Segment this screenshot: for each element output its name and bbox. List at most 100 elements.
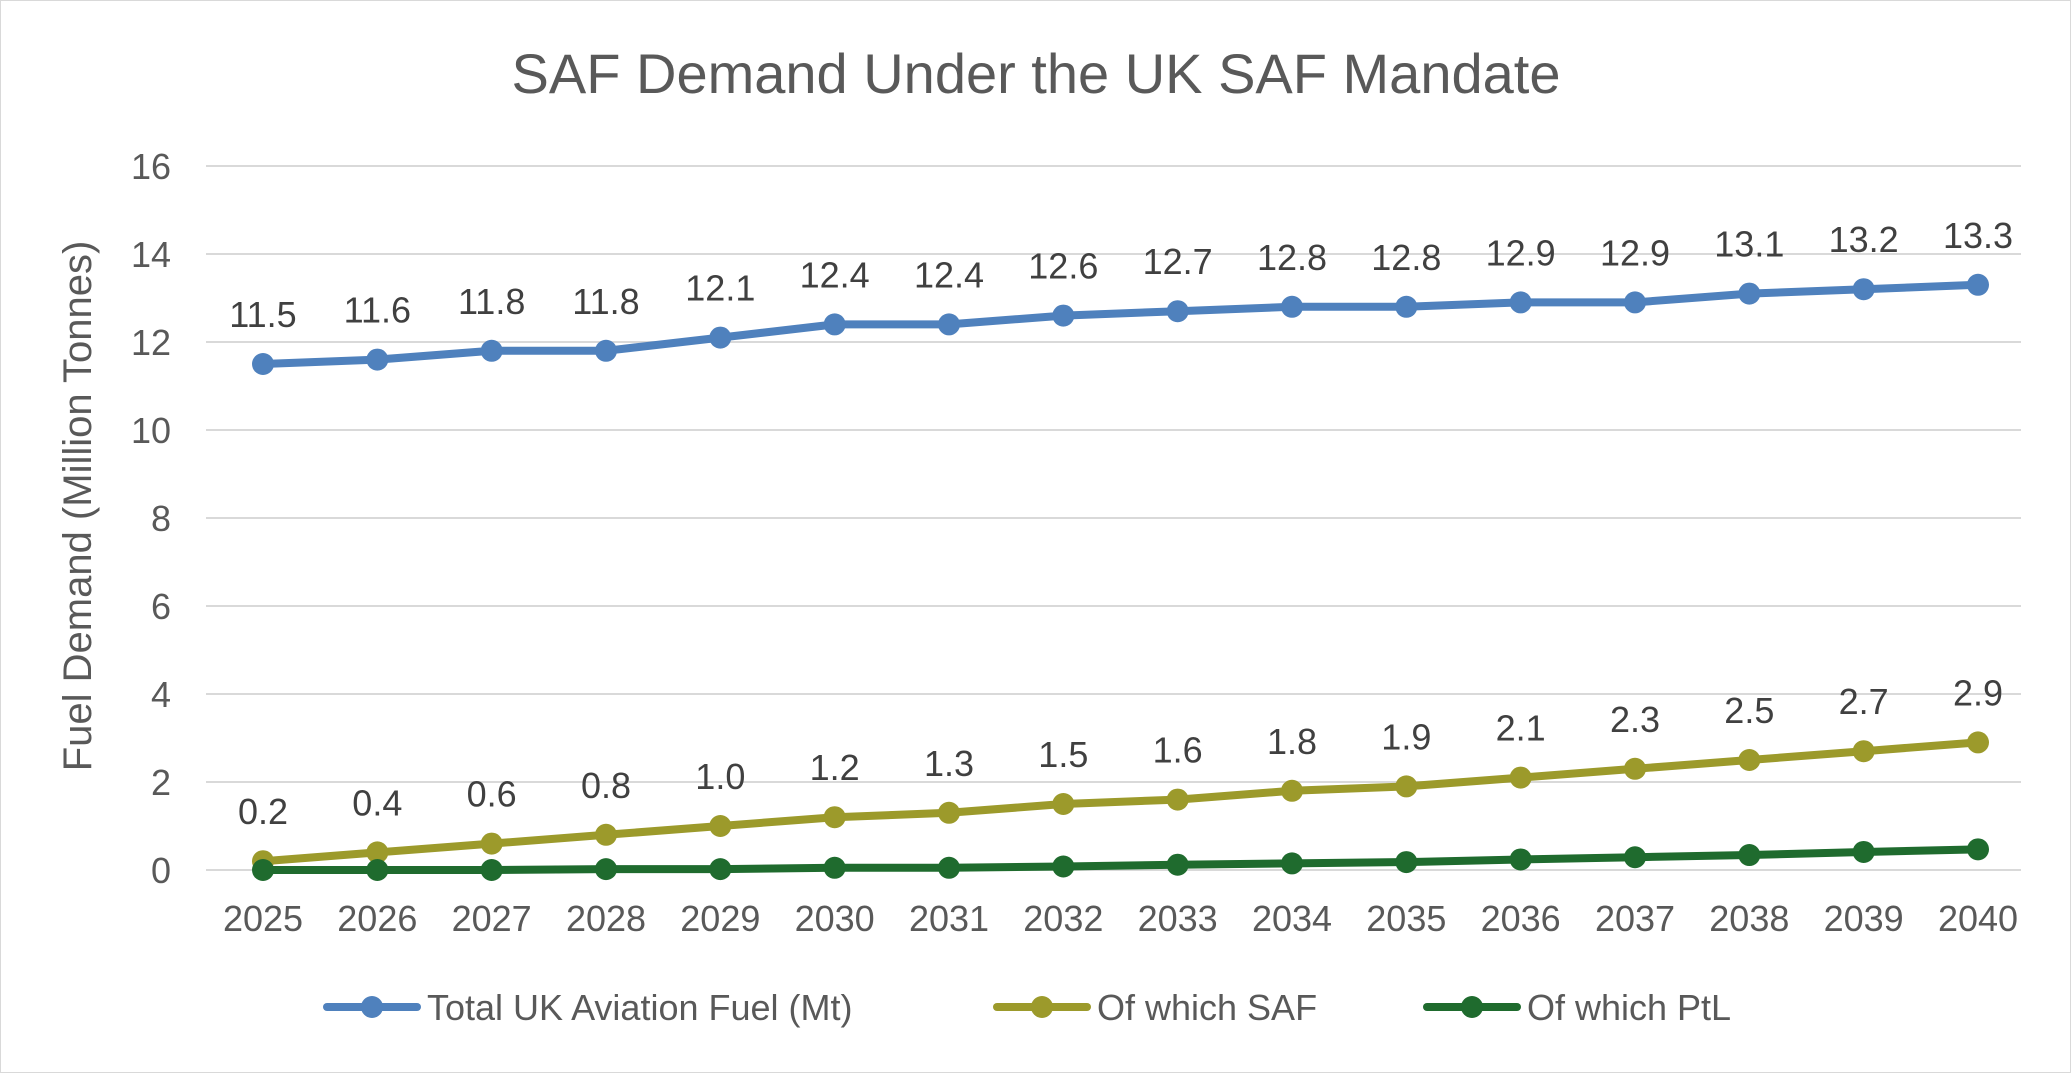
y-tick-label-8: 8 [151, 498, 171, 539]
series-3-point-2032 [1052, 855, 1075, 878]
legend: Total UK Aviation Fuel (Mt) Of which SAF O… [323, 987, 1731, 1028]
series-1-point-2039 [1852, 278, 1875, 301]
series-2-label-2027: 0.6 [467, 774, 517, 815]
series-1-label-2029: 12.1 [685, 268, 755, 309]
series-3-point-2040 [1967, 838, 1989, 861]
series-2-point-2038 [1738, 749, 1761, 771]
series-2-label-2033: 1.6 [1153, 730, 1203, 771]
series-2-point-2037 [1624, 757, 1646, 780]
y-tick-label-16: 16 [131, 146, 171, 187]
y-tick-label-12: 12 [131, 322, 171, 363]
series-1-point-2034 [1281, 295, 1303, 318]
x-tick-label-2031: 2031 [909, 898, 989, 939]
series-2-label-2025: 0.2 [238, 791, 288, 832]
series-2-label-2032: 1.5 [1038, 734, 1088, 775]
series-1-point-2027 [480, 339, 503, 362]
legend-swatch-marker-3 [1461, 996, 1483, 1018]
series-1-label-2039: 13.2 [1829, 219, 1899, 260]
series-1-point-2030 [823, 313, 846, 336]
y-tick-label-0: 0 [151, 850, 171, 891]
series-1-point-2029 [709, 326, 732, 349]
legend-swatch-marker-1 [361, 996, 383, 1018]
series-2-point-2033 [1166, 788, 1189, 811]
series-2-label-2029: 1.0 [695, 756, 745, 797]
series-3-point-2039 [1852, 840, 1875, 863]
series-1-label-2025: 11.5 [229, 294, 296, 335]
series-2-point-2039 [1852, 740, 1875, 763]
series-2-label-2037: 2.3 [1610, 699, 1660, 740]
x-tick-label-2025: 2025 [223, 898, 303, 939]
data-labels: 11.5 11.6 11.8 11.8 12.1 12.4 12.4 12.6 12.7 12.8… [229, 215, 2013, 832]
series-3-point-2031 [938, 856, 960, 879]
series-2-point-2030 [823, 806, 846, 829]
series-3-point-2029 [709, 858, 732, 881]
series-3 [252, 838, 1989, 881]
series-3-point-2038 [1738, 844, 1761, 867]
x-tick-label-2030: 2030 [795, 898, 875, 939]
series-2-point-2032 [1052, 793, 1075, 815]
series-2-point-2027 [480, 832, 503, 855]
y-axis-ticks: 0 2 4 6 8 10 12 14 16 [131, 146, 171, 891]
series-1-point-2038 [1738, 282, 1761, 305]
legend-label-3: Of which PtL [1527, 987, 1731, 1028]
series-2-label-2036: 2.1 [1496, 708, 1546, 749]
series-1-label-2032: 12.6 [1028, 246, 1098, 287]
series-2-label-2028: 0.8 [581, 765, 631, 806]
x-tick-label-2038: 2038 [1709, 898, 1789, 939]
series-2-label-2031: 1.3 [924, 743, 974, 784]
series-2-label-2040: 2.9 [1953, 672, 2003, 713]
series-1-line [259, 280, 1982, 368]
gridlines [206, 165, 2021, 871]
series-1-label-2040: 13.3 [1943, 215, 2013, 256]
series-2-label-2030: 1.2 [810, 747, 860, 788]
series-1-point-2040 [1967, 273, 1989, 296]
series-1-label-2031: 12.4 [914, 254, 984, 295]
series-1-label-2036: 12.9 [1486, 232, 1556, 273]
series-1-point-2032 [1052, 304, 1075, 327]
y-tick-label-10: 10 [131, 410, 171, 451]
x-tick-label-2034: 2034 [1252, 898, 1332, 939]
series-3-line [259, 845, 1982, 874]
y-axis-title: Fuel Demand (Million Tonnes) [56, 241, 100, 772]
series-1-point-2028 [595, 339, 617, 362]
series-1-label-2028: 11.8 [572, 281, 639, 322]
series-3-point-2026 [366, 859, 389, 881]
series-2-label-2039: 2.7 [1839, 681, 1889, 722]
series-1-label-2026: 11.6 [344, 290, 411, 331]
series-1-point-2033 [1166, 300, 1189, 323]
y-tick-label-2: 2 [151, 762, 171, 803]
series-3-point-2035 [1395, 851, 1418, 874]
series-2-point-2029 [709, 815, 732, 837]
series-1-label-2027: 11.8 [458, 281, 525, 322]
x-tick-label-2027: 2027 [452, 898, 532, 939]
series-1-label-2033: 12.7 [1143, 241, 1213, 282]
x-tick-label-2036: 2036 [1481, 898, 1561, 939]
series-2-point-2034 [1281, 779, 1303, 802]
x-tick-label-2032: 2032 [1023, 898, 1103, 939]
x-tick-label-2039: 2039 [1824, 898, 1904, 939]
legend-swatch-marker-2 [1031, 996, 1053, 1018]
series-3-point-2034 [1281, 852, 1303, 875]
y-tick-label-4: 4 [151, 674, 171, 715]
chart-title: SAF Demand Under the UK SAF Mandate [512, 42, 1561, 105]
series-2-point-2026 [366, 841, 389, 864]
series-3-point-2028 [595, 858, 617, 881]
series-layer [252, 273, 1989, 881]
series-1-point-2035 [1395, 295, 1418, 318]
series-1-label-2038: 13.1 [1714, 224, 1784, 265]
series-3-point-2033 [1166, 853, 1189, 876]
x-tick-label-2037: 2037 [1595, 898, 1675, 939]
series-3-point-2027 [480, 859, 503, 881]
legend-label-2: Of which SAF [1097, 987, 1317, 1028]
series-1-label-2034: 12.8 [1257, 237, 1327, 278]
series-3-point-2025 [252, 859, 274, 881]
series-2-point-2031 [938, 801, 960, 824]
x-tick-label-2026: 2026 [337, 898, 417, 939]
series-2-point-2036 [1509, 766, 1532, 789]
series-1-point-2037 [1624, 291, 1646, 314]
x-axis-ticks: 2025 2026 2027 2028 2029 2030 2031 2032 2033 2034… [223, 898, 2018, 939]
series-2-label-2035: 1.9 [1381, 716, 1431, 757]
series-2-label-2038: 2.5 [1724, 690, 1774, 731]
